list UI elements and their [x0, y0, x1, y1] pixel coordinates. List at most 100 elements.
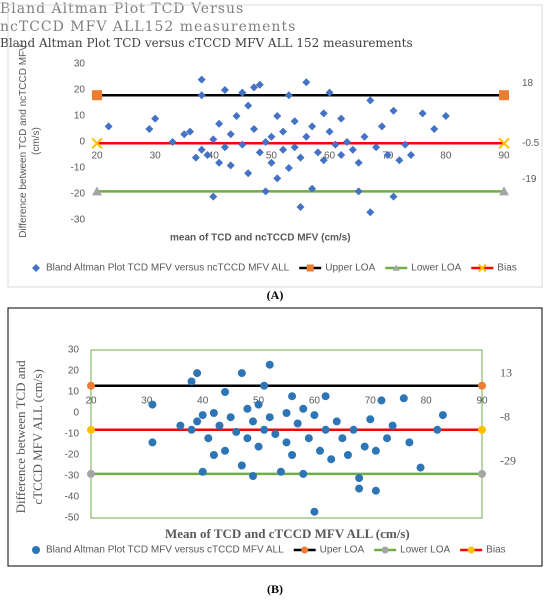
point [478, 425, 486, 434]
y-tick-label: -30 [65, 471, 80, 482]
legend-label: Uper LOA [320, 545, 365, 556]
point [238, 140, 247, 149]
point [186, 127, 195, 136]
point [197, 91, 206, 100]
point [198, 467, 207, 476]
point [226, 161, 235, 170]
point [366, 208, 375, 217]
point [302, 132, 311, 141]
point [308, 122, 317, 131]
point [338, 434, 347, 443]
x-tick-label: 80 [421, 396, 433, 407]
y-tick-label: 20 [74, 85, 86, 96]
legend-marker [467, 546, 475, 554]
point [215, 158, 224, 167]
point [204, 434, 213, 443]
point [237, 369, 246, 378]
point [355, 474, 364, 483]
y-tick-label: -40 [65, 492, 80, 503]
point [215, 119, 224, 128]
point [399, 394, 408, 403]
point [187, 377, 196, 386]
point [254, 442, 263, 451]
point [168, 138, 177, 146]
value-label: -0.5 [522, 138, 540, 149]
chart-1: Mean of TCD and cTCCD MFV ALL (cm/s) -50 -… [32, 345, 516, 596]
legend-marker [32, 546, 40, 554]
point [248, 417, 257, 426]
x-tick-label: 90 [476, 396, 488, 407]
x-tick-label: 40 [197, 396, 209, 407]
point [243, 404, 252, 413]
point [220, 143, 229, 152]
x-axis-label: mean of TCD and ncTCCD MFV (cm/s) [170, 233, 351, 244]
point [193, 417, 202, 426]
point [360, 132, 369, 141]
point [405, 438, 414, 447]
y-tick-label: -10 [65, 429, 80, 440]
point [321, 425, 330, 434]
point [441, 112, 450, 120]
point [209, 192, 218, 201]
legend-label: Lower LOA [400, 545, 450, 556]
point [331, 140, 340, 149]
x-tick-label: 50 [266, 151, 278, 162]
point [377, 122, 386, 131]
point [416, 463, 425, 472]
point [265, 413, 274, 422]
point [418, 109, 427, 118]
point [371, 486, 380, 495]
line-marker [498, 137, 510, 150]
point [244, 101, 253, 110]
point [273, 174, 282, 183]
point [372, 143, 381, 152]
y-tick-label: 0 [79, 137, 85, 148]
y-tick-label: -50 [65, 513, 80, 524]
point [198, 411, 207, 420]
point [221, 446, 230, 455]
point [87, 381, 95, 390]
point [308, 184, 317, 193]
point [478, 469, 486, 478]
point [87, 469, 95, 478]
frame-b [7, 307, 543, 567]
point [366, 415, 375, 424]
chart-0: mean of TCD and ncTCCD MFV (cm/s) -30 -20 -… [32, 59, 540, 302]
point [237, 461, 246, 470]
point [371, 446, 380, 455]
point [145, 125, 154, 133]
frame-a [7, 4, 543, 288]
point [302, 78, 311, 87]
value-label: 13 [500, 365, 512, 379]
y-axis-label: Difference between TCD and cTCCD MFV ALL… [13, 360, 45, 514]
point [282, 438, 291, 447]
point [209, 451, 218, 459]
value-label: 18 [522, 78, 534, 89]
point [310, 507, 319, 516]
point [197, 145, 206, 154]
point [176, 421, 185, 430]
point [261, 187, 270, 196]
x-tick-label: 60 [309, 396, 321, 407]
point [389, 192, 398, 201]
point [433, 425, 442, 434]
point [316, 446, 325, 455]
point [148, 438, 157, 447]
line-marker [91, 137, 103, 150]
value-label: -8 [500, 410, 510, 424]
point [209, 409, 218, 417]
legend-label: Bias [486, 545, 505, 556]
point [284, 91, 293, 100]
point [313, 148, 322, 157]
point [299, 469, 308, 478]
point [388, 421, 397, 430]
point [290, 143, 299, 152]
point [267, 132, 276, 141]
point [87, 425, 95, 434]
x-tick-label: 30 [141, 396, 153, 407]
legend-label: Bland Altman Plot TCD MFV versus cTCCD M… [46, 545, 284, 556]
point [151, 114, 160, 123]
line-marker [92, 90, 102, 101]
point [226, 413, 235, 422]
